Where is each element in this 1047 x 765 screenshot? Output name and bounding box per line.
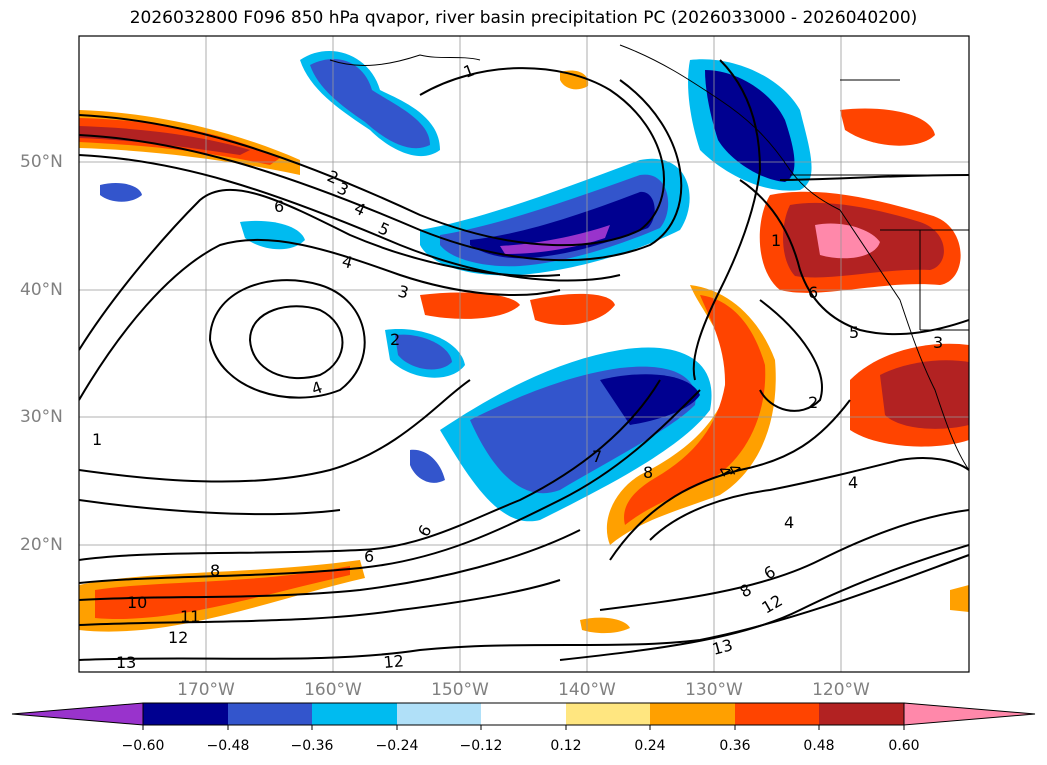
- colorbar-tick-label: 0.60: [888, 738, 920, 754]
- positive-shading: [79, 126, 250, 155]
- contour-label: 3: [933, 333, 943, 352]
- contour-label: 2: [390, 330, 400, 349]
- graticule: [79, 36, 969, 672]
- positive-shading: [624, 295, 766, 525]
- lon-label: 130°W: [685, 680, 743, 700]
- contour-label-group: 1 2 3 4 5 6 4 3 4 2 1 8 6 10 11 12 13 12…: [92, 60, 943, 672]
- colorbar-swatch: [819, 703, 904, 725]
- colorbar-tick-label: 0.36: [719, 738, 751, 754]
- positive-shading: [530, 293, 615, 325]
- colorbar-extend-high: [903, 702, 1036, 726]
- lat-label: 40°N: [20, 280, 63, 300]
- negative-shading: [705, 70, 795, 182]
- lon-label: 140°W: [558, 680, 616, 700]
- contour-label: 4: [340, 252, 355, 273]
- contour-label: 4: [848, 473, 858, 492]
- colorbar: [11, 702, 1036, 730]
- colorbar-tick-label: −0.48: [206, 738, 250, 754]
- contour-label: 10: [127, 593, 147, 612]
- colorbar-extend-low: [11, 702, 144, 726]
- colorbar-tick-label: 0.12: [550, 738, 582, 754]
- positive-shading: [95, 566, 350, 620]
- chart-title: 2026032800 F096 850 hPa qvapor, river ba…: [129, 8, 918, 28]
- contour-label: 12: [383, 651, 405, 672]
- negative-shading: [410, 449, 445, 483]
- positive-shading: [420, 292, 520, 319]
- lon-label: 120°W: [812, 680, 870, 700]
- contour-lines: [79, 59, 969, 661]
- contour-label: 1: [771, 231, 781, 250]
- colorbar-swatch: [312, 703, 397, 725]
- colorbar-tick-label: −0.36: [290, 738, 334, 754]
- colorbar-swatch: [481, 703, 566, 725]
- colorbar-tick-label: −0.12: [459, 738, 503, 754]
- contour-label: 11: [180, 607, 200, 626]
- colorbar-swatch: [143, 703, 228, 725]
- contour-label: 1: [92, 430, 102, 449]
- lat-label: 50°N: [20, 152, 63, 172]
- colorbar-tick-label: 0.48: [803, 738, 835, 754]
- positive-shading: [580, 617, 630, 634]
- contour-label: 13: [116, 653, 136, 672]
- contour-label: 8: [643, 463, 653, 482]
- negative-shading: [500, 225, 610, 254]
- positive-shading: [560, 70, 589, 90]
- positive-shading: [815, 223, 880, 259]
- map-frame: [78, 35, 970, 673]
- lon-label: 150°W: [431, 680, 489, 700]
- lon-label: 160°W: [304, 680, 362, 700]
- negative-shading: [395, 334, 452, 370]
- negative-shading: [600, 374, 700, 425]
- contour-label: 12: [168, 628, 188, 647]
- colorbar-tick-label: −0.60: [121, 738, 165, 754]
- contour-label: 3: [396, 282, 411, 303]
- positive-shading: [950, 585, 969, 612]
- colorbar-tick-label: 0.24: [634, 738, 666, 754]
- negative-shading: [310, 59, 430, 149]
- lat-label: 30°N: [20, 407, 63, 427]
- contour-label: 4: [784, 513, 794, 532]
- contour-label: 6: [808, 283, 818, 302]
- contour-label: 7: [592, 447, 602, 466]
- negative-shading: [100, 183, 142, 202]
- colorbar-tick-label: −0.24: [375, 738, 419, 754]
- contour-label: 2: [808, 393, 818, 412]
- lon-label: 170°W: [177, 680, 235, 700]
- coastlines: [329, 44, 969, 471]
- contour-label: 6: [274, 197, 284, 216]
- colorbar-swatch: [735, 703, 819, 725]
- contour-label: 8: [210, 561, 220, 580]
- colorbar-swatch: [228, 703, 312, 725]
- lat-label: 20°N: [20, 535, 63, 555]
- contour-label: 13: [710, 635, 735, 659]
- positive-shading: [880, 360, 969, 429]
- colorbar-swatch: [650, 703, 735, 725]
- contour-label: 5: [849, 323, 859, 342]
- colorbar-swatch: [397, 703, 481, 725]
- positive-shading: [840, 108, 935, 146]
- contour-label: 6: [364, 547, 374, 566]
- colorbar-swatch: [566, 703, 650, 725]
